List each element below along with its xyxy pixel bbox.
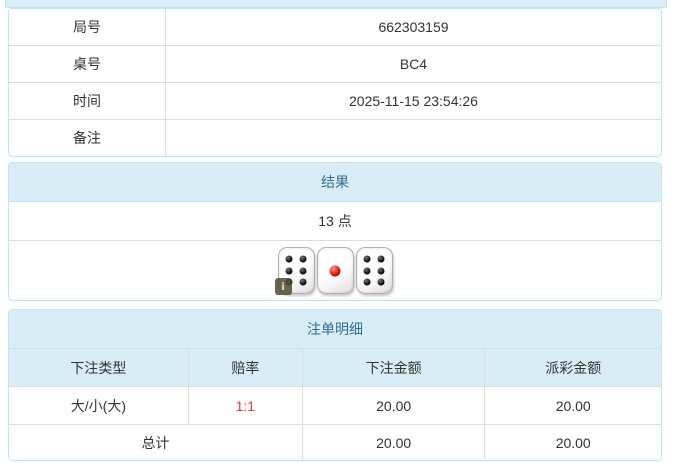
bet-table-header-row: 下注类型 赔率 下注金额 派彩金额 <box>9 349 661 387</box>
payout-cell: 20.00 <box>484 386 661 425</box>
odds-cell: 1:1 <box>188 386 303 425</box>
info-icon[interactable]: i <box>274 278 292 295</box>
col-header-bet-type: 下注类型 <box>9 349 189 387</box>
game-info-panel: 局号 662303159 桌号 BC4 时间 2025-11-15 23:54:… <box>8 8 662 157</box>
bet-detail-table: 下注类型 赔率 下注金额 派彩金额 大/小(大) 1:1 20.00 20.00… <box>9 349 661 460</box>
cutoff-header-strip <box>5 0 667 8</box>
dice-group: i <box>274 247 393 295</box>
table-row: 大/小(大) 1:1 20.00 20.00 <box>9 386 661 425</box>
col-header-payout: 派彩金额 <box>484 349 661 387</box>
game-info-table: 局号 662303159 桌号 BC4 时间 2025-11-15 23:54:… <box>9 9 661 156</box>
bet-detail-panel: 注单明细 下注类型 赔率 下注金额 派彩金额 大/小(大) 1:1 20.00 … <box>8 309 662 461</box>
total-label: 总计 <box>9 424 303 460</box>
dice-row: i <box>9 241 661 300</box>
table-id-label: 桌号 <box>9 45 166 83</box>
table-id-value: BC4 <box>165 45 661 83</box>
time-value: 2025-11-15 23:54:26 <box>165 82 661 120</box>
remark-label: 备注 <box>9 119 166 156</box>
table-row: 局号 662303159 <box>9 9 661 46</box>
die-face-1 <box>316 247 354 294</box>
result-points: 13 点 <box>9 202 661 241</box>
result-panel-title: 结果 <box>9 163 661 202</box>
total-payout: 20.00 <box>484 424 661 460</box>
total-bet-amount: 20.00 <box>302 424 486 460</box>
time-label: 时间 <box>9 82 166 120</box>
col-header-odds: 赔率 <box>188 349 303 387</box>
result-panel: 结果 13 点 i <box>8 162 662 301</box>
table-row: 时间 2025-11-15 23:54:26 <box>9 82 661 120</box>
bet-type-cell: 大/小(大) <box>9 386 189 425</box>
remark-value <box>165 120 661 157</box>
bet-detail-panel-title: 注单明细 <box>9 310 661 349</box>
die-face-6 <box>355 247 393 294</box>
round-id-value: 662303159 <box>165 9 661 46</box>
bet-amount-cell: 20.00 <box>302 386 486 425</box>
table-row: 备注 <box>9 119 661 157</box>
total-row: 总计 20.00 20.00 <box>9 424 661 460</box>
table-row: 桌号 BC4 <box>9 45 661 83</box>
round-id-label: 局号 <box>9 9 166 46</box>
col-header-bet-amount: 下注金额 <box>302 349 486 387</box>
